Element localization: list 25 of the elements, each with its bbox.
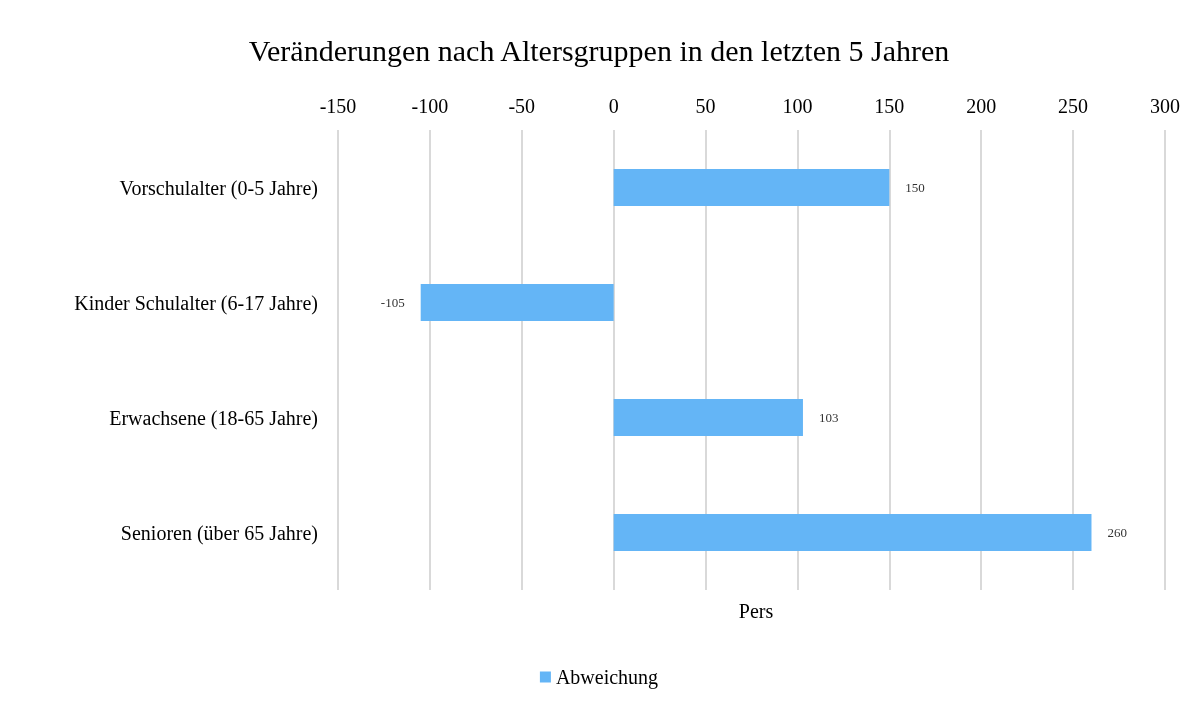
x-tick-label: 100 [782,95,813,117]
x-tick-label: 50 [695,95,716,117]
x-tick-label: -150 [319,95,357,117]
x-tick-label: 250 [1058,95,1089,117]
y-tick-label: Vorschulalter (0-5 Jahre) [119,176,318,200]
data-label: -105 [380,295,405,310]
bar [613,514,1092,551]
bar [613,169,890,206]
y-tick-label: Erwachsene (18-65 Jahre) [109,406,318,430]
bar [420,284,614,321]
chart-title: Veränderungen nach Altersgruppen in den letzten 5 Jahren [248,33,950,67]
x-tick-label: -100 [411,95,449,117]
data-label: 260 [1107,525,1127,540]
y-tick-label: Kinder Schulalter (6-17 Jahre) [74,291,318,315]
x-axis-title: Pers [738,600,774,622]
x-tick-label: 300 [1150,95,1180,117]
y-tick-label: Senioren (über 65 Jahre) [120,521,318,545]
x-tick-label: 0 [608,95,619,117]
x-tick-label: 200 [966,95,997,117]
x-tick-label: -50 [508,95,536,117]
bar [613,399,803,436]
data-label: 150 [905,180,925,195]
x-tick-label: 150 [874,95,905,117]
legend-label: Abweichung [555,666,659,689]
data-label: 103 [818,410,839,425]
